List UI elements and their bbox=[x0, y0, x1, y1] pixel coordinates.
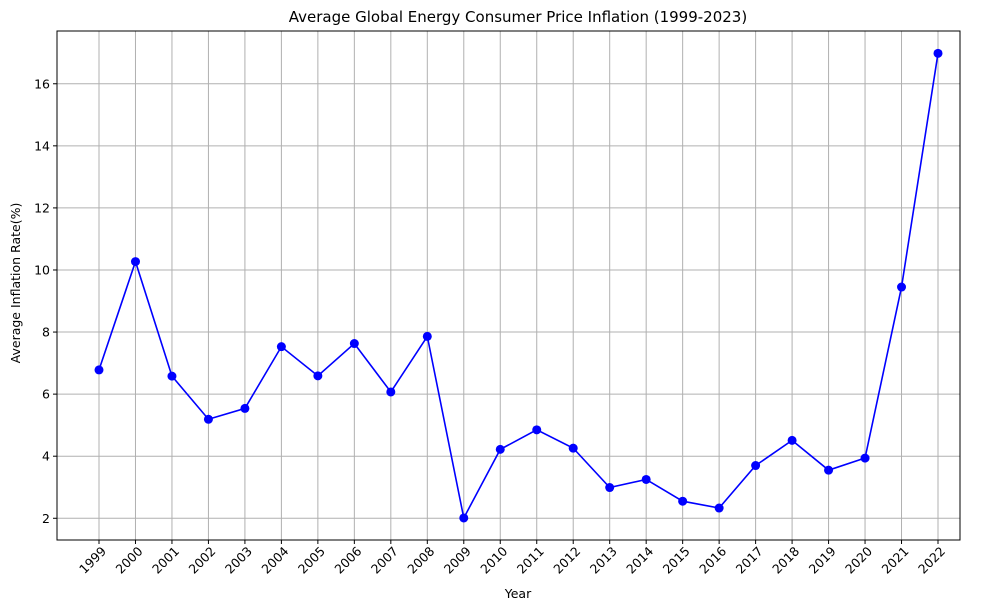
x-tick-label: 2017 bbox=[733, 544, 766, 577]
data-point bbox=[897, 282, 907, 292]
data-point bbox=[751, 461, 761, 471]
data-point bbox=[568, 443, 578, 453]
plot-frame bbox=[56, 30, 961, 541]
data-point bbox=[605, 483, 615, 493]
data-point bbox=[240, 403, 250, 413]
series-layer bbox=[94, 48, 943, 523]
data-point bbox=[422, 331, 432, 341]
x-tick-label: 2013 bbox=[587, 544, 620, 577]
x-tick-label: 2022 bbox=[915, 544, 948, 577]
data-point bbox=[349, 339, 359, 349]
data-point bbox=[532, 425, 542, 435]
x-tick-label: 2004 bbox=[258, 543, 291, 576]
x-tick-label: 2003 bbox=[222, 544, 255, 577]
data-point bbox=[787, 435, 797, 445]
x-tick-label: 2009 bbox=[441, 543, 474, 576]
x-tick-label: 1999 bbox=[76, 543, 109, 576]
series-line bbox=[98, 53, 939, 521]
y-tick-label: 8 bbox=[42, 325, 50, 340]
x-tick-label: 2006 bbox=[331, 543, 364, 576]
y-tick-label: 16 bbox=[34, 76, 50, 91]
x-axis-label: Year bbox=[504, 586, 532, 601]
data-point bbox=[130, 257, 140, 267]
x-tick-label: 2018 bbox=[769, 543, 802, 576]
axes: 1999 2000 2001 2002 2003 2004 2005 2006 2007 2008… bbox=[34, 30, 961, 577]
data-point bbox=[386, 387, 396, 397]
x-tick-label: 2011 bbox=[514, 544, 547, 577]
y-tick-label: 12 bbox=[34, 200, 50, 215]
chart-title: Average Global Energy Consumer Price Inf… bbox=[289, 8, 747, 26]
data-point bbox=[678, 496, 688, 506]
data-point bbox=[459, 513, 469, 523]
data-point bbox=[276, 342, 286, 352]
x-tick-label: 2000 bbox=[112, 543, 145, 576]
x-tick-label: 2020 bbox=[842, 543, 875, 576]
data-point bbox=[714, 503, 724, 513]
x-tick-label: 2010 bbox=[477, 543, 510, 576]
x-tick-label: 2008 bbox=[404, 543, 437, 576]
data-point bbox=[203, 414, 213, 424]
data-point bbox=[860, 453, 870, 463]
y-tick-label: 10 bbox=[34, 262, 50, 277]
x-tick-label: 2005 bbox=[295, 544, 328, 577]
x-tick-label: 2019 bbox=[806, 543, 839, 576]
x-tick-label: 2002 bbox=[185, 544, 218, 577]
data-point bbox=[313, 371, 323, 381]
x-tick-label: 2015 bbox=[660, 544, 693, 577]
data-point bbox=[94, 365, 104, 375]
data-point bbox=[933, 48, 943, 58]
y-tick-label: 14 bbox=[34, 138, 50, 153]
y-tick-label: 2 bbox=[42, 511, 50, 526]
data-point bbox=[495, 444, 505, 454]
x-tick-label: 2001 bbox=[149, 544, 182, 577]
x-tick-label: 2016 bbox=[696, 543, 729, 576]
data-point bbox=[641, 474, 651, 484]
data-point bbox=[167, 371, 177, 381]
data-point bbox=[824, 465, 834, 475]
x-tick-label: 2014 bbox=[623, 543, 656, 576]
y-tick-label: 6 bbox=[42, 387, 50, 402]
x-tick-label: 2021 bbox=[879, 544, 912, 577]
x-tick-label: 2012 bbox=[550, 544, 583, 577]
grid bbox=[57, 31, 960, 540]
y-axis-label: Average Inflation Rate(%) bbox=[8, 203, 23, 364]
y-tick-label: 4 bbox=[42, 449, 50, 464]
x-tick-label: 2007 bbox=[368, 544, 401, 577]
